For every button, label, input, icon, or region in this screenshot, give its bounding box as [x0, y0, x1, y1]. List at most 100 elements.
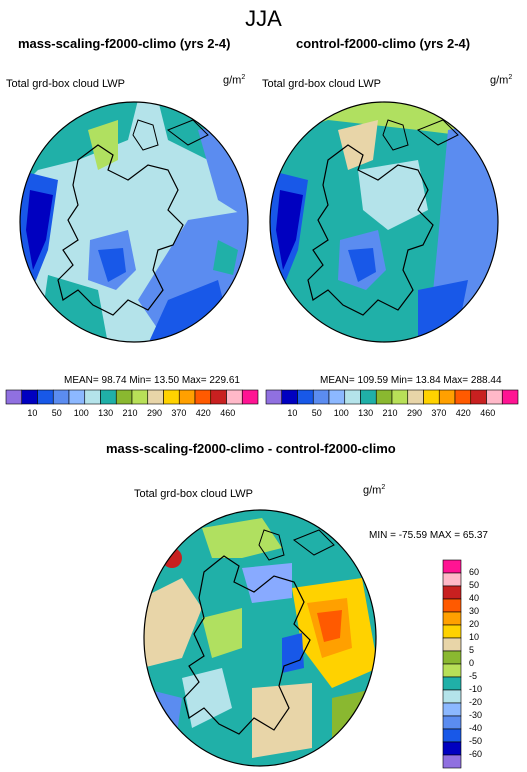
diff-colorbar-tick-label: 0	[469, 658, 475, 668]
diff-colorbar-swatch	[442, 676, 462, 691]
diff-colorbar-tick-label: 5	[469, 645, 475, 655]
colorbar-swatch	[328, 389, 346, 405]
left-stats: MEAN= 98.74 Min= 13.50 Max= 229.61	[64, 375, 240, 386]
diff-colorbar-tick-label: 20	[469, 619, 480, 629]
colorbar-swatch	[194, 389, 212, 405]
colorbar-tick-label: 50	[311, 408, 322, 418]
diff-stats: MIN = -75.59 MAX = 65.37	[369, 530, 488, 541]
diff-colorbar-swatch	[442, 611, 462, 626]
colorbar-swatch	[360, 389, 377, 405]
diff-colorbar-swatch	[442, 741, 462, 756]
colorbar-tick-label: 50	[51, 408, 62, 418]
colorbar-swatch	[84, 389, 101, 405]
diff-colorbar-tick-label: 40	[469, 593, 480, 603]
diff-colorbar-swatch	[442, 689, 462, 704]
left-map-border	[19, 101, 249, 343]
colorbar-swatch	[501, 389, 519, 405]
colorbar-tick-label: 210	[122, 408, 138, 418]
right-panel-title: control-f2000-climo (yrs 2-4)	[296, 36, 471, 51]
right-stats: MEAN= 109.59 Min= 13.84 Max= 288.44	[320, 375, 502, 386]
colorbar-swatch	[163, 389, 180, 405]
diff-colorbar-swatch	[442, 624, 462, 639]
colorbar-swatch	[391, 389, 409, 405]
colorbar-swatch	[131, 389, 149, 405]
diff-colorbar-swatch	[442, 572, 462, 587]
colorbar-swatch	[297, 389, 314, 405]
right-map-coastline	[307, 144, 434, 316]
colorbar-tick-label: 370	[431, 408, 447, 418]
colorbar-tick-label: 100	[333, 408, 349, 418]
colorbar-swatch	[454, 389, 472, 405]
colorbar-swatch	[312, 389, 330, 405]
left-polar-map	[19, 101, 249, 343]
right-panel-units: g/m2	[490, 74, 513, 87]
colorbar-swatch	[226, 389, 243, 405]
colorbar-swatch	[470, 389, 487, 405]
colorbar-swatch	[423, 389, 440, 405]
colorbar-tick-label: 420	[455, 408, 471, 418]
right-map-border	[269, 101, 499, 343]
diff-colorbar	[442, 559, 462, 769]
diff-colorbar-tick-label: -50	[469, 736, 483, 746]
colorbar-swatch	[375, 389, 393, 405]
colorbar-swatch	[344, 389, 361, 405]
colorbar-swatch	[265, 389, 283, 405]
colorbar-swatch	[241, 389, 259, 405]
left-panel-title: mass-scaling-f2000-climo (yrs 2-4)	[18, 36, 231, 51]
diff-colorbar-swatch	[442, 728, 462, 743]
diff-colorbar-swatch	[442, 663, 462, 678]
diff-colorbar-swatch	[442, 559, 462, 574]
colorbar-swatch	[5, 389, 23, 405]
left-colorbar	[5, 389, 259, 405]
colorbar-tick-label: 420	[195, 408, 211, 418]
right-colorbar	[265, 389, 519, 405]
diff-panel-title: mass-scaling-f2000-climo - control-f2000…	[106, 441, 396, 456]
colorbar-swatch	[407, 389, 424, 405]
colorbar-swatch	[281, 389, 298, 405]
colorbar-tick-label: 290	[406, 408, 422, 418]
colorbar-swatch	[100, 389, 117, 405]
diff-colorbar-swatch	[442, 754, 462, 769]
diff-map-coastline	[183, 555, 311, 735]
figure-title: JJA	[245, 6, 282, 31]
left-map-coastline	[57, 144, 184, 316]
diff-panel-variable: Total grd-box cloud LWP	[134, 488, 254, 500]
diff-colorbar-tick-label: -10	[469, 684, 483, 694]
diff-panel-units: g/m2	[363, 484, 386, 497]
diff-colorbar-swatch	[442, 598, 462, 613]
colorbar-swatch	[68, 389, 86, 405]
diff-colorbar-swatch	[442, 637, 462, 652]
diff-colorbar-swatch	[442, 585, 462, 600]
colorbar-swatch	[210, 389, 227, 405]
colorbar-swatch	[486, 389, 503, 405]
diff-colorbar-tick-label: 60	[469, 567, 480, 577]
colorbar-tick-label: 10	[27, 408, 38, 418]
colorbar-swatch	[52, 389, 70, 405]
left-panel-variable: Total grd-box cloud LWP	[6, 78, 126, 90]
diff-colorbar-swatch	[442, 715, 462, 730]
diff-colorbar-tick-label: 30	[469, 606, 480, 616]
left-panel-units: g/m2	[223, 74, 246, 87]
diff-colorbar-tick-label: -5	[469, 671, 478, 681]
colorbar-swatch	[21, 389, 38, 405]
diff-colorbar-tick-label: -40	[469, 723, 483, 733]
diff-colorbar-swatch	[442, 702, 462, 717]
colorbar-swatch	[438, 389, 456, 405]
colorbar-tick-label: 10	[287, 408, 298, 418]
colorbar-tick-label: 460	[220, 408, 236, 418]
colorbar-swatch	[178, 389, 196, 405]
colorbar-swatch	[37, 389, 54, 405]
colorbar-swatch	[115, 389, 133, 405]
diff-colorbar-tick-label: 10	[469, 632, 480, 642]
colorbar-tick-label: 130	[358, 408, 374, 418]
colorbar-tick-label: 460	[480, 408, 496, 418]
diff-colorbar-tick-label: 50	[469, 580, 480, 590]
right-polar-map	[269, 101, 499, 343]
diff-map-border	[143, 509, 377, 767]
colorbar-tick-label: 210	[382, 408, 398, 418]
colorbar-tick-label: 290	[146, 408, 162, 418]
diff-polar-map	[143, 509, 377, 767]
diff-colorbar-swatch	[442, 650, 462, 665]
diff-colorbar-tick-label: -30	[469, 710, 483, 720]
diff-colorbar-tick-label: -20	[469, 697, 483, 707]
